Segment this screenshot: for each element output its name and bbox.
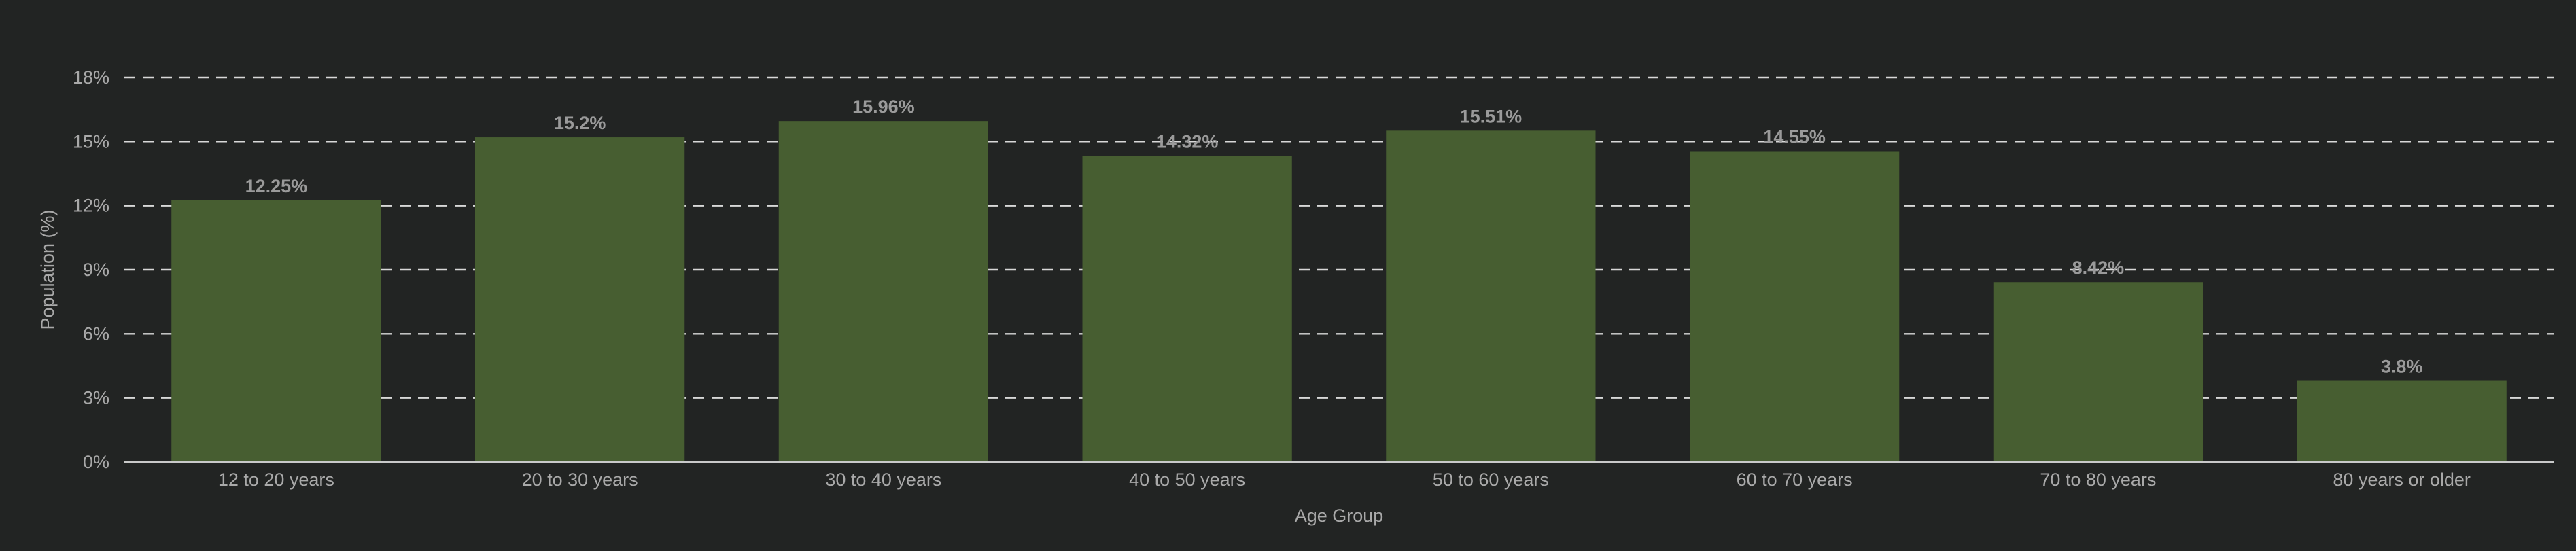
bar-value-label: 8.42% bbox=[2072, 257, 2125, 278]
data-labels: 12.25% 15.2% 15.96% 14.32% 15.51% 14.55% 8.42%… bbox=[245, 96, 2423, 376]
y-tick-label: 18% bbox=[73, 67, 109, 88]
x-axis-title: Age Group bbox=[1295, 505, 1384, 526]
y-axis-ticks: 0% 3% 6% 9% 12% 15% 18% bbox=[73, 67, 109, 472]
bar-value-label: 3.8% bbox=[2381, 357, 2423, 377]
bar-value-label: 12.25% bbox=[245, 176, 308, 196]
y-tick-label: 15% bbox=[73, 131, 109, 152]
y-tick-label: 12% bbox=[73, 196, 109, 216]
bar-value-label: 14.32% bbox=[1156, 132, 1219, 152]
y-tick-label: 0% bbox=[83, 452, 109, 472]
x-tick-label: 60 to 70 years bbox=[1737, 469, 1853, 490]
x-tick-label: 12 to 20 years bbox=[218, 469, 334, 490]
bar bbox=[474, 137, 685, 463]
bar bbox=[1082, 156, 1292, 462]
x-tick-label: 70 to 80 years bbox=[2040, 469, 2156, 490]
x-tick-label: 50 to 60 years bbox=[1433, 469, 1549, 490]
bar bbox=[2297, 380, 2507, 462]
bar-value-label: 14.55% bbox=[1763, 126, 1826, 147]
bars bbox=[171, 121, 2507, 463]
x-axis-ticks: 12 to 20 years 20 to 30 years 30 to 40 yea… bbox=[218, 469, 2471, 490]
bar bbox=[1386, 130, 1596, 462]
y-tick-label: 6% bbox=[83, 323, 109, 344]
x-tick-label: 80 years or older bbox=[2333, 469, 2471, 490]
bar-value-label: 15.2% bbox=[554, 113, 606, 133]
y-tick-label: 9% bbox=[83, 260, 109, 280]
bar-value-label: 15.96% bbox=[852, 96, 915, 117]
y-tick-label: 3% bbox=[83, 388, 109, 408]
bar-value-label: 15.51% bbox=[1460, 106, 1522, 126]
y-axis-title: Population (%) bbox=[37, 209, 58, 330]
x-tick-label: 40 to 50 years bbox=[1129, 469, 1245, 490]
bar bbox=[778, 121, 989, 462]
bar bbox=[1993, 282, 2204, 462]
bar bbox=[171, 200, 381, 462]
x-tick-label: 30 to 40 years bbox=[825, 469, 941, 490]
bar bbox=[1689, 151, 1900, 462]
x-tick-label: 20 to 30 years bbox=[522, 469, 638, 490]
